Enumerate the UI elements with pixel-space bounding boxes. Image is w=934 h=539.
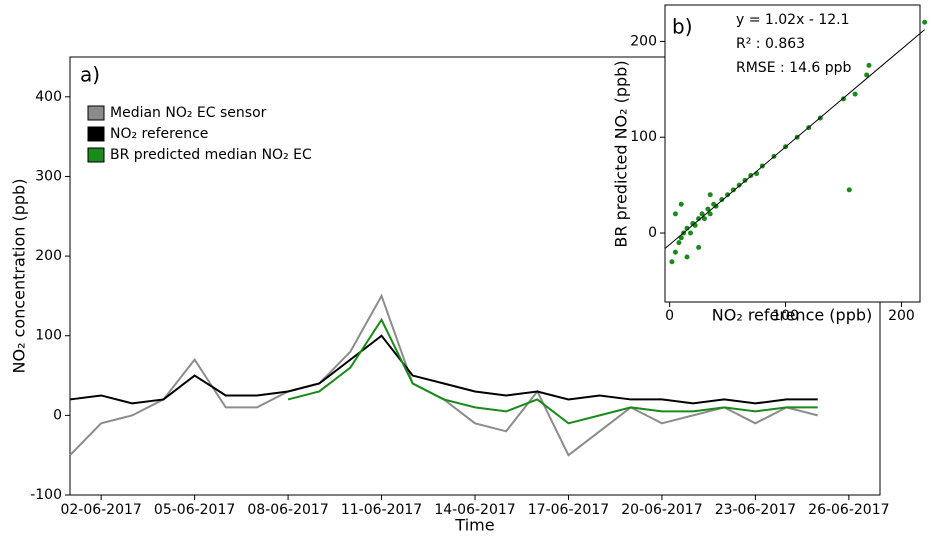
series-line (287, 317, 818, 425)
inset-label: b) (672, 15, 693, 39)
x-tick-label: 11-06-2017 (341, 502, 422, 518)
y-tick-label: 100 (35, 328, 62, 344)
x-tick-label: 05-06-2017 (154, 502, 235, 518)
y-tick-label: 200 (35, 248, 62, 264)
x-tick-label: 0 (665, 308, 674, 324)
x-tick-label: 14-06-2017 (434, 502, 515, 518)
point (696, 216, 702, 222)
y-tick-label: 300 (35, 168, 62, 184)
point (866, 62, 872, 68)
inset-frame (664, 4, 921, 303)
x-tick-label: 100 (772, 308, 799, 324)
inset-y-title: BR predicted NO₂ (ppb) (612, 60, 631, 247)
legend-label: BR predicted median NO₂ EC (110, 147, 312, 163)
series-line (69, 334, 818, 405)
x-tick-label: 20-06-2017 (621, 502, 702, 518)
legend-label: NO₂ reference (110, 126, 208, 142)
x-tick-label: 02-06-2017 (60, 502, 141, 518)
panel-label: a) (80, 63, 100, 87)
main-plot: -100 0 100 200 300 400 02-06-2017 05-06-2017 08-… (30, 89, 889, 518)
r2-label: R² : 0.863 (736, 36, 805, 52)
x-tick-label: 17-06-2017 (528, 502, 609, 518)
x-tick-label: 23-06-2017 (715, 502, 796, 518)
point (678, 235, 684, 241)
point (725, 192, 731, 198)
x-axis-title: Time (454, 516, 494, 535)
y-tick-label: 0 (53, 407, 62, 423)
inset-plot: 0 100 200 0 100 200 (630, 19, 928, 324)
y-tick-label: -100 (30, 487, 62, 503)
point (696, 244, 702, 250)
x-tick-label: 08-06-2017 (247, 502, 328, 518)
point (730, 187, 736, 193)
y-tick-label: 200 (630, 33, 657, 49)
legend-swatch (87, 126, 105, 142)
y-tick-label: 0 (648, 225, 657, 241)
point (676, 240, 682, 246)
fit-line (664, 29, 925, 249)
point (672, 249, 678, 255)
point (864, 72, 870, 78)
fit-label: y = 1.02x - 12.1 (736, 12, 850, 28)
y-tick-label: 100 (630, 129, 657, 145)
series-line (69, 293, 818, 457)
y-axis-title: NO₂ concentration (ppb) (10, 179, 29, 374)
point (699, 211, 705, 217)
point (678, 201, 684, 207)
x-tick-label: 26-06-2017 (808, 502, 889, 518)
point (707, 211, 713, 217)
point (736, 182, 742, 188)
legend-label: Median NO₂ EC sensor (110, 105, 267, 121)
point (707, 192, 713, 198)
point (846, 187, 852, 193)
point (669, 259, 675, 265)
y-tick-label: 400 (35, 89, 62, 105)
point (852, 91, 858, 97)
rmse-label: RMSE : 14.6 ppb (736, 60, 852, 76)
x-tick-label: 200 (888, 308, 915, 324)
legend-swatch (87, 105, 105, 121)
point (841, 96, 846, 102)
inset-x-title: NO₂ reference (ppb) (712, 306, 873, 325)
point (719, 196, 725, 202)
point (684, 254, 690, 260)
point (672, 211, 678, 217)
legend-swatch (87, 147, 105, 163)
point (688, 230, 693, 236)
point (701, 216, 707, 222)
point (922, 19, 928, 25)
point (705, 206, 711, 212)
